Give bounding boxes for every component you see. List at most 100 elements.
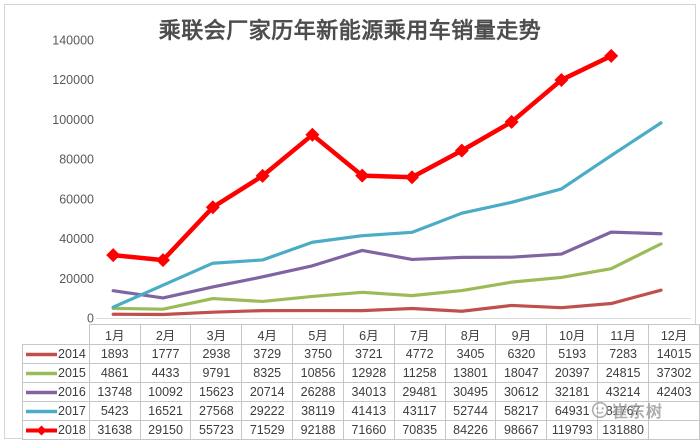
year-label: 2015 xyxy=(58,366,86,380)
table-cell: 9791 xyxy=(190,363,243,383)
table-row-2014: 2014 1893 1777 2938 3729 3750 3721 4772 3405 6320… xyxy=(22,344,700,364)
table-cell: 38119 xyxy=(292,401,344,421)
y-axis-tick-label: 40000 xyxy=(59,232,94,246)
table-row-2016: 2016 13748 10092 15623 20714 26288 34013 29481 3… xyxy=(22,382,700,402)
table-cell: 84226 xyxy=(444,420,497,440)
month-header-cell: 12月 xyxy=(648,324,700,345)
series-marker-diamond-icon xyxy=(106,248,121,263)
month-header-cell: 8月 xyxy=(444,324,497,345)
table-cell: 11258 xyxy=(393,363,446,383)
series-marker-diamond-icon xyxy=(554,72,569,87)
legend-year-wrap: 2014 xyxy=(23,346,88,363)
table-cell: 24815 xyxy=(597,363,650,383)
table-cell: 13801 xyxy=(444,363,497,383)
y-axis-tick-label: 60000 xyxy=(59,192,94,206)
table-cell: 5193 xyxy=(546,344,599,364)
table-cell: 119793 xyxy=(546,420,599,440)
series-marker-diamond-icon xyxy=(504,114,519,129)
table-cell: 31638 xyxy=(88,420,141,440)
legend-year-cell: 2016 xyxy=(22,382,90,402)
table-cell: 92188 xyxy=(292,420,344,440)
table-cell: 55723 xyxy=(190,420,243,440)
series-marker-diamond-icon xyxy=(355,168,370,183)
table-cell: 30495 xyxy=(444,382,497,402)
legend-year-wrap: 2017 xyxy=(23,403,88,420)
table-cell: 16521 xyxy=(139,401,192,421)
table-cell: 2938 xyxy=(190,344,243,364)
series-marker-diamond-icon xyxy=(205,200,220,215)
month-header-cell: 2月 xyxy=(139,324,192,345)
table-cell: 43214 xyxy=(597,382,650,402)
legend-swatch-2015 xyxy=(26,371,57,375)
table-cell: 20714 xyxy=(241,382,294,402)
table-cell: 43117 xyxy=(393,401,446,421)
table-cell: 3721 xyxy=(342,344,395,364)
year-label: 2018 xyxy=(58,423,86,437)
legend-swatch-2016 xyxy=(26,390,57,394)
legend-swatch-2018 xyxy=(26,425,57,435)
table-cell: 6320 xyxy=(495,344,548,364)
month-header-cell: 10月 xyxy=(546,324,599,345)
table-cell: 30612 xyxy=(495,382,548,402)
table-cell: 10856 xyxy=(292,363,344,383)
legend-year-cell: 2015 xyxy=(22,363,90,383)
legend-diamond-icon xyxy=(36,425,47,435)
table-cell: 4772 xyxy=(393,344,446,364)
y-axis-tick-label: 0 xyxy=(87,312,94,326)
table-cell: 42403 xyxy=(648,382,700,402)
table-row-2015: 2015 4861 4433 9791 8325 10856 12928 11258 13801… xyxy=(22,363,700,383)
table-cell: 29150 xyxy=(139,420,192,440)
table-cell: 26288 xyxy=(292,382,344,402)
table-cell: 3729 xyxy=(241,344,294,364)
y-axis-tick-label: 100000 xyxy=(52,113,94,127)
series-line-2015 xyxy=(111,242,663,311)
year-label: 2016 xyxy=(58,385,86,399)
y-axis-tick-label: 120000 xyxy=(52,73,94,87)
table-cell: 52744 xyxy=(444,401,497,421)
table-cell: 14015 xyxy=(648,344,700,364)
table-cell: 29481 xyxy=(393,382,446,402)
table-cell: 18047 xyxy=(495,363,548,383)
table-cell: 32181 xyxy=(546,382,599,402)
series-marker-diamond-icon xyxy=(305,127,320,142)
table-cell: 27568 xyxy=(190,401,243,421)
table-cell: 7283 xyxy=(597,344,650,364)
table-cell: 3750 xyxy=(292,344,344,364)
table-cell: 71529 xyxy=(241,420,294,440)
legend-swatch-2017 xyxy=(26,409,57,413)
legend-year-wrap: 2015 xyxy=(23,365,88,382)
table-cell: 37302 xyxy=(648,363,700,383)
year-label: 2014 xyxy=(58,347,86,361)
series-marker-diamond-icon xyxy=(156,253,170,268)
series-line-2014 xyxy=(111,288,663,317)
chart-title: 乘联会厂家历年新能源乘用车销量走势 xyxy=(158,18,542,43)
series-marker-diamond-icon xyxy=(255,168,270,183)
table-header-row: 1月 2月 3月 4月 5月 6月 7月 8月 9月 10月 11月 12月 xyxy=(23,324,700,345)
month-header-cell: 7月 xyxy=(393,324,446,345)
legend-year-wrap: 2018 xyxy=(23,422,88,439)
month-header-cell: 3月 xyxy=(190,324,243,345)
table-cell: 4861 xyxy=(88,363,141,383)
table-cell: 1777 xyxy=(139,344,192,364)
table-cell: 70835 xyxy=(393,420,446,440)
data-table: 1月 2月 3月 4月 5月 6月 7月 8月 9月 10月 11月 12月 2014 1893 1777 2… xyxy=(22,324,700,440)
series-marker-diamond-icon xyxy=(454,143,469,158)
table-cell: 81767 xyxy=(597,401,650,421)
table-cell: 15623 xyxy=(190,382,243,402)
table-cell: 4433 xyxy=(139,363,192,383)
table-cell: 8325 xyxy=(241,363,294,383)
table-cell: 58217 xyxy=(495,401,548,421)
series-line-2017 xyxy=(111,121,663,309)
table-corner-cell xyxy=(23,325,90,345)
month-header-cell: 9月 xyxy=(495,324,548,345)
month-header-cell: 11月 xyxy=(597,324,650,345)
series-marker-diamond-icon xyxy=(405,170,419,185)
month-header-cell: 6月 xyxy=(342,324,395,345)
table-cell: 13748 xyxy=(88,382,141,402)
y-axis-tick-label: 80000 xyxy=(59,153,94,167)
table-cell xyxy=(648,401,700,421)
legend-year-cell: 2017 xyxy=(22,401,90,421)
legend-swatch-2014 xyxy=(26,352,57,356)
table-row-2018: 2018 31638 29150 55723 71529 92188 71660 70835 8… xyxy=(22,420,700,440)
